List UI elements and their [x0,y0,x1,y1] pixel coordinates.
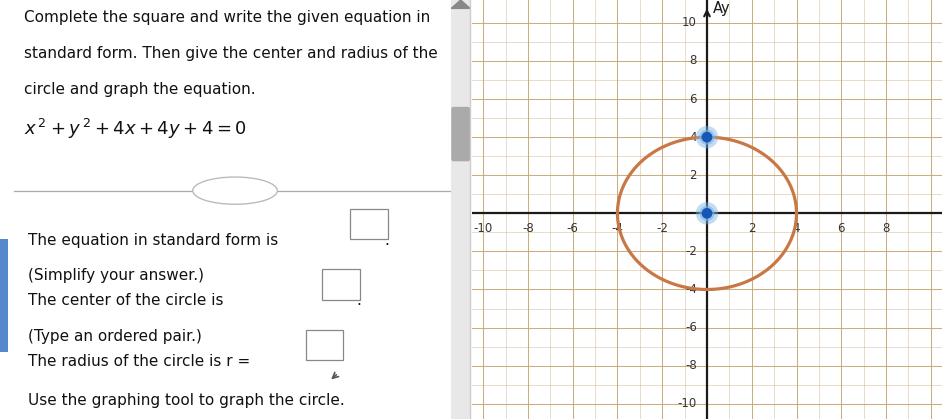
Text: (Simplify your answer.): (Simplify your answer.) [28,268,204,283]
Text: -6: -6 [567,222,578,235]
Text: -10: -10 [474,222,493,235]
Text: -6: -6 [685,321,697,334]
Text: •••: ••• [224,184,246,197]
Ellipse shape [193,177,277,204]
Text: 6: 6 [690,93,697,106]
Text: The radius of the circle is r =: The radius of the circle is r = [28,354,251,369]
Text: $x^{\,2}+y^{\,2}+4x+4y+4=0$: $x^{\,2}+y^{\,2}+4x+4y+4=0$ [24,117,246,142]
Point [699,134,714,140]
Text: -4: -4 [611,222,624,235]
Text: -2: -2 [685,245,697,258]
Point [699,210,714,217]
Text: 4: 4 [793,222,801,235]
Text: The equation in standard form is: The equation in standard form is [28,233,279,248]
Polygon shape [451,0,470,8]
Bar [0,239,8,352]
FancyBboxPatch shape [451,107,470,161]
FancyBboxPatch shape [305,330,343,360]
Text: 10: 10 [682,16,697,29]
Text: -2: -2 [657,222,668,235]
Text: standard form. Then give the center and radius of the: standard form. Then give the center and … [24,46,437,61]
Text: The center of the circle is: The center of the circle is [28,293,223,308]
Text: -8: -8 [685,359,697,372]
Text: 2: 2 [690,169,697,182]
Text: Ay: Ay [712,1,730,16]
Text: 2: 2 [748,222,755,235]
Bar [451,0,470,419]
FancyBboxPatch shape [322,269,360,300]
Text: Complete the square and write the given equation in: Complete the square and write the given … [24,10,430,26]
FancyBboxPatch shape [350,209,388,239]
Point [699,210,714,217]
Point [699,210,714,217]
Text: (Type an ordered pair.): (Type an ordered pair.) [28,329,203,344]
Text: 8: 8 [690,54,697,67]
Point [699,134,714,140]
Text: Use the graphing tool to graph the circle.: Use the graphing tool to graph the circl… [28,393,345,408]
Point [699,134,714,140]
Text: 8: 8 [883,222,890,235]
Text: 4: 4 [690,131,697,144]
Text: -8: -8 [522,222,534,235]
Text: .: . [384,233,389,248]
Text: circle and graph the equation.: circle and graph the equation. [24,82,255,97]
Text: 6: 6 [837,222,845,235]
Text: -4: -4 [685,283,697,296]
Text: -10: -10 [677,397,697,410]
Text: .: . [356,293,361,308]
